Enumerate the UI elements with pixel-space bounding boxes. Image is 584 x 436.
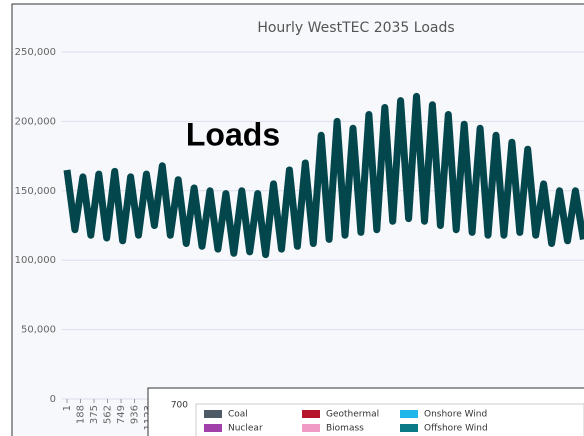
- y-tick-label: 200,000: [15, 116, 56, 127]
- x-tick-label: 188: [76, 405, 87, 424]
- x-tick-label: 562: [103, 405, 114, 424]
- load-line: [63, 92, 584, 259]
- legend-swatch: [302, 410, 320, 418]
- legend-swatch: [204, 410, 222, 418]
- inset-legend: [195, 403, 584, 436]
- x-tick-label: 749: [116, 405, 127, 424]
- y-tick-label: 250,000: [15, 47, 56, 58]
- y-tick-label: 100,000: [15, 255, 56, 266]
- x-tick-label: 936: [130, 405, 141, 424]
- legend-label: Geothermal: [326, 410, 379, 420]
- legend-label: Onshore Wind: [424, 410, 487, 420]
- legend-swatch: [400, 410, 418, 418]
- y-tick-label: 0: [50, 394, 56, 405]
- legend-label: Biomass: [326, 424, 364, 434]
- legend-swatch: [302, 424, 320, 432]
- overlay-label: Loads: [186, 116, 280, 152]
- legend-label: Offshore Wind: [424, 424, 488, 434]
- inset-tick-label: 700: [171, 401, 188, 411]
- legend-swatch: [204, 424, 222, 432]
- legend-swatch: [400, 424, 418, 432]
- chart-title: Hourly WestTEC 2035 Loads: [257, 20, 454, 36]
- y-tick-label: 150,000: [15, 186, 56, 197]
- y-tick-label: 50,000: [21, 325, 56, 336]
- legend-label: Nuclear: [228, 424, 263, 434]
- x-tick-label: 1: [62, 405, 73, 411]
- x-tick-label: 375: [89, 405, 100, 424]
- legend-label: Coal: [228, 410, 248, 420]
